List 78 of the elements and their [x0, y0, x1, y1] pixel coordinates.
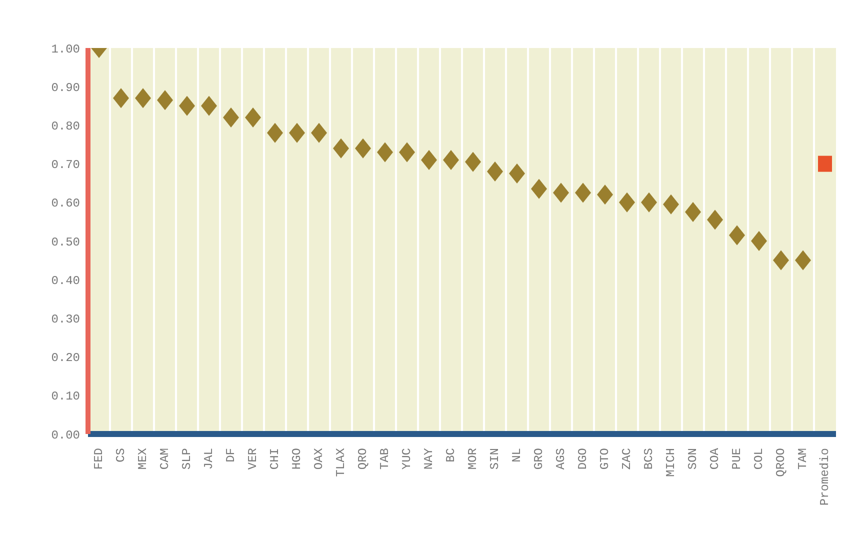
y-tick-label: 1.00	[51, 42, 80, 56]
x-tick-label: TAM	[796, 448, 810, 470]
point	[135, 88, 151, 108]
x-tick-label: BCS	[642, 448, 656, 470]
y-tick-label: 0.50	[51, 235, 80, 250]
x-tick-label: OAX	[312, 448, 326, 470]
x-tick-label: AGS	[554, 448, 568, 470]
x-tick-label: CS	[114, 448, 128, 462]
x-tick-label: GRO	[532, 448, 546, 470]
x-tick-label: SIN	[488, 448, 502, 470]
x-tick-label: TLAX	[334, 448, 348, 477]
x-tick-label: JAL	[202, 448, 216, 470]
point	[355, 138, 371, 158]
y-tick-label: 0.10	[51, 390, 80, 404]
point	[487, 162, 503, 182]
y-tick-label: 0.80	[51, 119, 80, 134]
x-tick-label: TAB	[378, 448, 392, 470]
y-tick-label: 0.90	[51, 80, 80, 95]
x-tick-label: MEX	[136, 448, 150, 470]
x-tick-label: NL	[510, 448, 524, 462]
x-tick-label: SON	[686, 448, 700, 470]
point	[795, 250, 811, 270]
x-tick-label: MICH	[664, 448, 678, 477]
point	[465, 152, 481, 172]
point	[773, 250, 789, 270]
y-tick-label: 0.70	[51, 158, 80, 172]
point	[245, 107, 261, 128]
x-tick-label: NAY	[422, 448, 436, 470]
point	[113, 88, 129, 108]
x-tick-label: CAM	[158, 448, 172, 470]
y-tick-label: 0.20	[51, 351, 80, 366]
x-tick-label: QROO	[774, 448, 788, 477]
point	[575, 182, 591, 203]
point	[641, 192, 657, 212]
point	[509, 163, 525, 184]
x-tick-label: QRO	[356, 448, 370, 470]
x-tick-label: FED	[92, 448, 106, 470]
point	[377, 142, 393, 162]
x-tick-label: DF	[224, 448, 238, 462]
x-tick-label: DGO	[576, 448, 590, 470]
point	[289, 122, 305, 143]
point	[333, 138, 349, 158]
x-tick-label: COA	[708, 447, 722, 470]
x-tick-label: Promedio	[818, 448, 832, 506]
point	[707, 210, 723, 230]
point	[729, 225, 745, 246]
point	[399, 142, 415, 162]
y-tick-label: 0.40	[51, 274, 80, 288]
point	[267, 122, 283, 143]
point	[685, 202, 701, 222]
x-tick-label: HGO	[290, 448, 304, 470]
x-tick-label: VER	[246, 448, 260, 470]
x-tick-label: YUC	[400, 448, 414, 470]
point	[201, 96, 217, 116]
point	[421, 150, 437, 170]
x-tick-label: COL	[752, 448, 766, 470]
point	[553, 182, 569, 203]
point	[179, 96, 195, 116]
x-tick-label: GTO	[598, 448, 612, 470]
point	[223, 107, 239, 128]
point	[443, 150, 459, 170]
x-tick-label: MOR	[466, 448, 480, 470]
y-tick-label: 0.30	[51, 312, 80, 326]
point	[157, 90, 173, 110]
point	[818, 156, 832, 172]
point	[751, 231, 767, 251]
x-tick-label: PUE	[730, 448, 744, 470]
x-tick-label: CHI	[268, 448, 282, 470]
y-tick-label: 0.60	[51, 196, 80, 211]
y-tick-label: 0.00	[51, 428, 80, 442]
point	[531, 178, 547, 199]
point	[597, 184, 613, 205]
point	[663, 194, 679, 214]
point	[311, 122, 327, 143]
x-tick-label: ZAC	[620, 448, 634, 470]
point	[619, 192, 635, 212]
x-tick-label: SLP	[180, 448, 194, 470]
x-tick-label: BC	[444, 448, 458, 462]
